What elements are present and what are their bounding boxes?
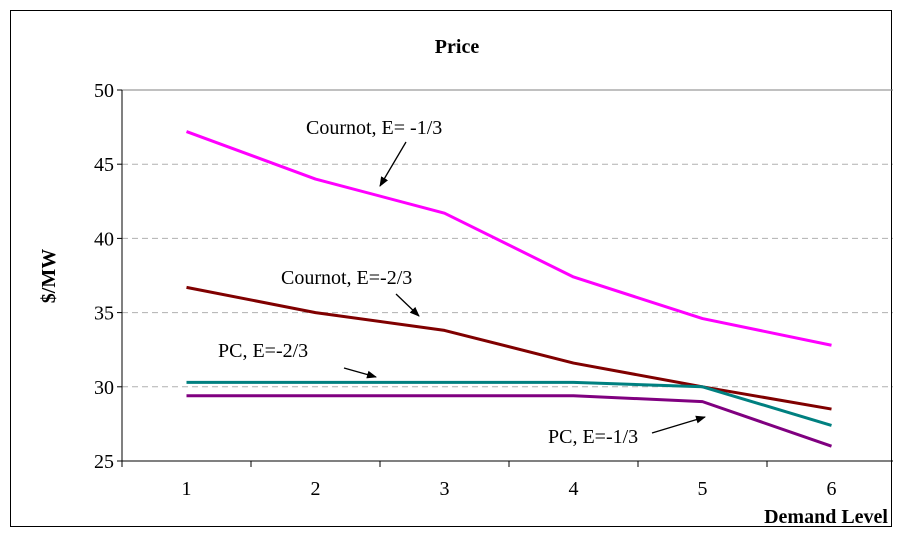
x-tick-label: 4 — [569, 478, 579, 500]
x-tick-label: 2 — [311, 478, 321, 500]
arrow-pc-e23 — [343, 367, 377, 379]
series-line-pc_e23 — [186, 380, 832, 427]
y-tick-label: 50 — [94, 80, 114, 102]
x-axis: 1 2 3 4 5 6 — [121, 460, 893, 500]
y-axis-title: $/MW — [38, 249, 60, 303]
series-group — [185, 130, 832, 448]
y-tick-label: 35 — [94, 303, 114, 325]
annotation-pc-e13: PC, E=-1/3 — [548, 426, 638, 448]
y-tick-label: 25 — [94, 451, 114, 473]
x-tick-label: 5 — [698, 478, 708, 500]
arrow-cournot-e23 — [395, 293, 420, 317]
annotation-arrows — [343, 141, 706, 434]
arrow-pc-e13 — [651, 415, 706, 434]
x-tick-label: 1 — [182, 478, 192, 500]
y-axis: 25 30 35 40 45 50 — [94, 80, 123, 473]
plot-area — [121, 89, 893, 462]
arrow-cournot-e13 — [379, 141, 407, 187]
x-tick-label: 3 — [440, 478, 450, 500]
series-line-cournot_e13 — [185, 130, 832, 347]
series-line-cournot_e23 — [186, 285, 832, 411]
annotation-cournot-e23: Cournot, E=-2/3 — [281, 267, 412, 289]
x-tick-label: 6 — [827, 478, 837, 500]
grid-lines — [122, 163, 893, 388]
y-tick-label: 45 — [94, 154, 114, 176]
x-axis-title: Demand Level — [764, 506, 888, 528]
y-tick-label: 30 — [94, 377, 114, 399]
chart-title: Price — [435, 36, 480, 58]
series-line-pc_e13 — [186, 394, 832, 448]
annotation-pc-e23: PC, E=-2/3 — [218, 340, 308, 362]
y-tick-label: 40 — [94, 228, 114, 250]
annotation-cournot-e13: Cournot, E= -1/3 — [306, 117, 442, 139]
